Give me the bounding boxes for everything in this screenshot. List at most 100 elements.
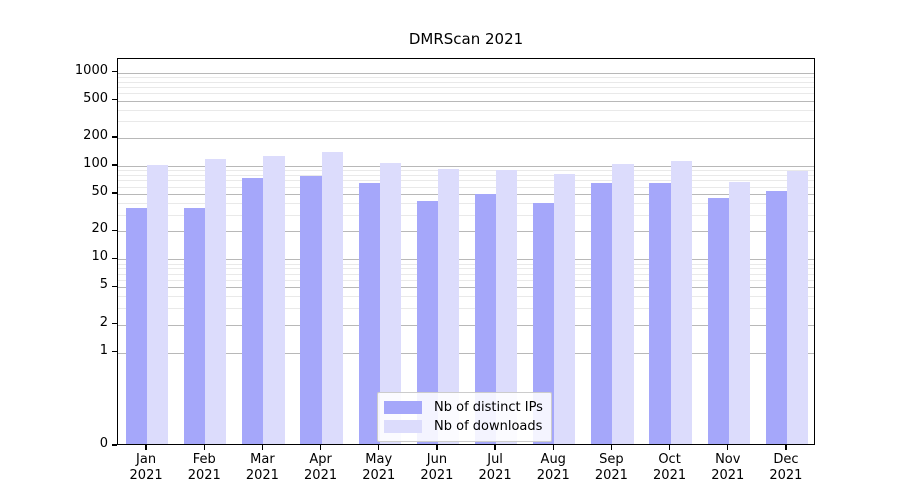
x-tick-label-year: 2021 (653, 468, 687, 483)
bar-may-distinct-ips (358, 183, 380, 444)
gridline-major (118, 259, 814, 261)
bar-feb-downloads (205, 159, 227, 444)
x-tick-label-year: 2021 (129, 468, 163, 483)
x-tick-label-month: Jul (487, 452, 503, 467)
gridline-major (118, 137, 814, 139)
x-tick-mark (261, 445, 264, 450)
x-tick-label-year: 2021 (420, 468, 454, 483)
bar-jan-distinct-ips (125, 207, 148, 444)
y-tick-label: 1 (99, 342, 108, 358)
y-tick-mark (112, 257, 117, 259)
y-tick-mark (112, 164, 117, 166)
legend-item-distinct-ips: Nb of distinct IPs (384, 398, 543, 417)
gridline-minor (118, 280, 814, 282)
x-tick-label: Apr 2021 (276, 452, 366, 484)
gridline-minor (118, 214, 814, 216)
x-tick-label-year: 2021 (769, 468, 803, 483)
bar-sep-distinct-ips (591, 183, 613, 444)
bar-jul-downloads (496, 170, 518, 444)
x-tick-label-year: 2021 (536, 468, 570, 483)
x-tick-label-month: Feb (192, 452, 216, 467)
bar-dec-downloads (786, 171, 809, 444)
gridline-minor (118, 93, 814, 95)
gridline-minor (118, 180, 814, 182)
x-tick-label: Sep 2021 (566, 452, 656, 484)
gridline-minor (118, 308, 814, 310)
legend-label: Nb of distinct IPs (434, 400, 543, 415)
y-tick-label: 1000 (74, 62, 108, 78)
y-tick-label: 20 (91, 221, 108, 237)
x-tick-mark (319, 445, 322, 450)
x-tick-label-year: 2021 (245, 468, 279, 483)
y-tick-label: 2 (99, 314, 108, 330)
x-tick-label-year: 2021 (711, 468, 745, 483)
x-tick-label: Aug 2021 (508, 452, 598, 484)
x-tick-mark (203, 445, 205, 450)
gridline-minor (118, 81, 814, 83)
y-tick-mark (112, 70, 117, 73)
bar-mar-downloads (263, 155, 285, 444)
bar-mar-distinct-ips (242, 178, 264, 444)
gridline-minor (118, 203, 814, 205)
x-tick-mark (378, 445, 380, 450)
gridline-major (118, 100, 814, 102)
gridline-minor (118, 186, 814, 188)
x-tick-mark (494, 445, 496, 450)
bar-jun-distinct-ips (416, 201, 438, 444)
x-tick-label: Nov 2021 (683, 452, 773, 484)
bar-sep-downloads (612, 163, 634, 444)
x-tick-label-month: Oct (658, 452, 681, 467)
y-tick-mark (112, 444, 117, 446)
bar-apr-downloads (321, 151, 343, 444)
gridline-minor (118, 76, 814, 78)
gridline-major (118, 352, 814, 354)
gridline-major (118, 231, 814, 233)
gridline-minor (118, 121, 814, 123)
y-tick-label: 100 (83, 155, 108, 171)
bar-oct-distinct-ips (649, 183, 671, 444)
x-tick-label: Mar 2021 (217, 452, 307, 484)
x-tick-mark (436, 445, 438, 450)
x-tick-label-month: Jan (136, 452, 157, 467)
bar-may-downloads (379, 162, 401, 444)
gridline-minor (118, 263, 814, 265)
y-tick-mark (112, 192, 117, 194)
gridline-minor (118, 175, 814, 177)
chart-legend: Nb of distinct IPs Nb of downloads (377, 392, 552, 442)
x-tick-label: Jun 2021 (392, 452, 482, 484)
x-tick-mark (145, 445, 147, 450)
x-tick-label-year: 2021 (304, 468, 338, 483)
gridline-major (118, 165, 814, 167)
gridline-minor (118, 268, 814, 270)
x-tick-mark (668, 445, 671, 450)
y-tick-label: 200 (83, 127, 108, 143)
x-tick-mark (610, 445, 613, 450)
x-tick-label-year: 2021 (187, 468, 221, 483)
y-tick-mark (112, 285, 117, 288)
x-tick-label-month: Mar (250, 452, 275, 467)
x-tick-label: Feb 2021 (159, 452, 249, 484)
x-tick-mark (727, 445, 729, 450)
x-tick-label-month: Aug (540, 452, 566, 467)
y-tick-mark (112, 99, 117, 101)
legend-label: Nb of downloads (434, 419, 543, 434)
gridline-minor (118, 273, 814, 275)
legend-swatch-icon (384, 401, 422, 414)
bar-jun-downloads (437, 168, 460, 444)
x-tick-label-month: Sep (599, 452, 624, 467)
bar-apr-distinct-ips (300, 176, 322, 444)
y-tick-mark (112, 351, 117, 353)
x-tick-label-year: 2021 (594, 468, 628, 483)
x-tick-label: May 2021 (334, 452, 424, 484)
gridline-minor (118, 296, 814, 298)
y-tick-label: 10 (91, 249, 108, 265)
x-tick-label: Dec 2021 (741, 452, 831, 484)
x-tick-label-month: Dec (773, 452, 799, 467)
x-tick-label-month: Jun (426, 452, 448, 467)
x-tick-label-month: May (365, 452, 393, 467)
y-tick-label: 0 (99, 436, 108, 451)
x-tick-label: Oct 2021 (625, 452, 715, 484)
bar-dec-distinct-ips (765, 191, 787, 444)
x-tick-label-month: Nov (715, 452, 741, 467)
